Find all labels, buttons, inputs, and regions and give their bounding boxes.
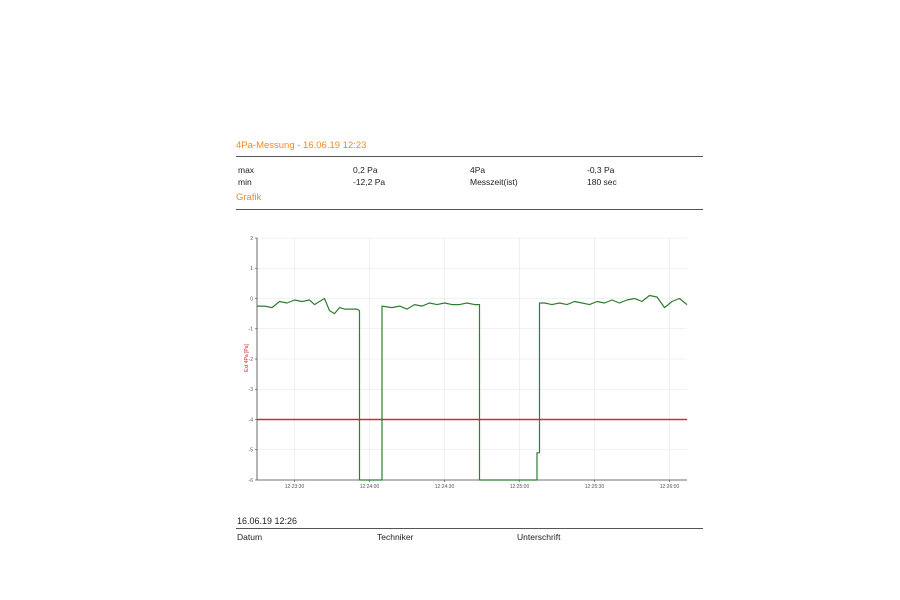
x-tick-label: 12:23:30 xyxy=(285,484,305,490)
chart-background xyxy=(236,230,706,500)
chart-tick-labels: 2 1 0 -1 -2 -3 -4 -5 -6 12:23:30 12:24:00 12:24:30 1… xyxy=(249,236,680,490)
footer-date: 16.06.19 12:26 xyxy=(237,516,298,526)
4pa-value: -0,3 Pa xyxy=(587,165,615,175)
min-value: -12,2 Pa xyxy=(353,177,386,187)
messzeit-label: Messzeit(ist) xyxy=(470,177,518,187)
4pa-label: 4Pa xyxy=(470,165,486,175)
signature-footer: 16.06.19 12:26 Datum Techniker Unterschr… xyxy=(236,516,703,543)
pressure-chart: 2 1 0 -1 -2 -3 -4 -5 -6 12:23:30 12:24:00 12:24:30 1… xyxy=(236,230,706,500)
chart-grid xyxy=(257,237,687,481)
y-tick-label: -5 xyxy=(249,448,254,454)
grafik-rule xyxy=(236,209,703,210)
datum-label: Datum xyxy=(237,532,263,542)
y-tick-label: -3 xyxy=(249,387,254,393)
footer-rule xyxy=(236,528,703,529)
report-title: 4Pa-Messung - 16.06.19 12:23 xyxy=(236,140,367,151)
report-header: 4Pa-Messung - 16.06.19 12:23 max 0,2 Pa … xyxy=(236,140,703,210)
x-tick-label: 12:24:00 xyxy=(360,484,380,490)
techniker-label: Techniker xyxy=(377,532,414,542)
x-tick-label: 12:26:00 xyxy=(660,484,680,490)
x-tick-label: 12:25:00 xyxy=(510,484,530,490)
messzeit-value: 180 sec xyxy=(587,177,617,187)
grafik-title: Grafik xyxy=(236,192,262,203)
max-value: 0,2 Pa xyxy=(353,165,378,175)
measurement-row-min: min -12,2 Pa Messzeit(ist) 180 sec xyxy=(236,177,703,189)
y-tick-label: 2 xyxy=(250,236,253,242)
y-axis-label: Ext 4Pa [Pa] xyxy=(244,343,250,371)
chart-series xyxy=(257,294,688,481)
footer-labels: Datum Techniker Unterschrift xyxy=(236,531,703,543)
chart-axes xyxy=(255,237,687,482)
measurement-table: max 0,2 Pa 4Pa -0,3 Pa min -12,2 Pa Mess… xyxy=(236,165,703,189)
pressure-series-line xyxy=(257,294,688,481)
max-label: max xyxy=(238,165,255,175)
unterschrift-label: Unterschrift xyxy=(517,532,561,542)
title-rule xyxy=(236,156,703,157)
y-tick-label: 0 xyxy=(250,296,253,302)
y-tick-label: -2 xyxy=(249,357,254,363)
y-tick-label: -1 xyxy=(249,327,254,333)
y-tick-label: -4 xyxy=(249,417,254,423)
min-label: min xyxy=(238,177,252,187)
y-tick-label: 1 xyxy=(250,266,253,272)
x-tick-label: 12:25:30 xyxy=(585,484,605,490)
y-tick-label: -6 xyxy=(249,478,254,484)
measurement-row-max: max 0,2 Pa 4Pa -0,3 Pa xyxy=(236,165,703,177)
x-tick-label: 12:24:30 xyxy=(435,484,455,490)
